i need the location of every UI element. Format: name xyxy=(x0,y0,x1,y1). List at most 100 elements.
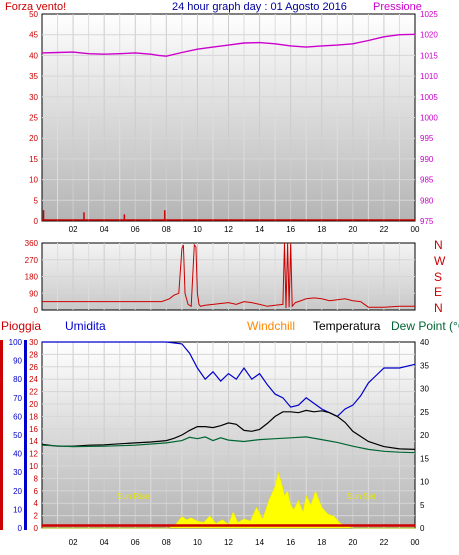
humidity-y-tick-label: 100 xyxy=(9,338,23,347)
x-tick-label: 20 xyxy=(348,538,357,547)
x-tick-label: 00 xyxy=(411,225,420,234)
x-tick-label: 22 xyxy=(379,225,388,234)
temperature-y-tick-label: 40 xyxy=(420,338,429,347)
x-tick-label: 04 xyxy=(100,538,109,547)
x-tick-label: 22 xyxy=(379,538,388,547)
wind-y-tick-label: 45 xyxy=(29,31,38,40)
x-tick-label: 08 xyxy=(162,538,171,547)
humidity-y-tick-label: 40 xyxy=(13,450,22,459)
legend-humidity: Umidita xyxy=(65,319,106,333)
rain-y-tick-label: 10 xyxy=(29,462,38,471)
humidity-y-tick-label: 50 xyxy=(13,431,22,440)
dewpoint-line xyxy=(41,436,416,454)
humidity-y-tick-label: 80 xyxy=(13,375,22,384)
wind-y-tick-label: 25 xyxy=(29,114,38,123)
temperature-y-tick-label: 35 xyxy=(420,361,429,370)
rain-y-tick-label: 2 xyxy=(34,512,39,521)
rain-y-tick-label: 24 xyxy=(29,375,38,384)
rain-y-tick-label: 18 xyxy=(29,412,38,421)
legend-rain: Pioggia xyxy=(1,319,41,333)
rain-y-tick-label: 8 xyxy=(34,474,39,483)
rain-y-tick-label: 20 xyxy=(29,400,38,409)
temperature-y-tick-label: 10 xyxy=(420,478,429,487)
wind-y-tick-label: 35 xyxy=(29,72,38,81)
humidity-y-tick-label: 60 xyxy=(13,412,22,421)
wind-y-tick-label: 5 xyxy=(34,196,39,205)
rain-y-tick-label: 14 xyxy=(29,437,38,446)
wind-y-tick-label: 50 xyxy=(29,10,38,19)
rain-y-tick-label: 16 xyxy=(29,425,38,434)
x-tick-label: 08 xyxy=(162,225,171,234)
x-tick-label: 16 xyxy=(286,538,295,547)
solar-area xyxy=(42,471,415,529)
x-tick-label: 18 xyxy=(317,225,326,234)
x-tick-label: 06 xyxy=(131,538,140,547)
pressure-series-line xyxy=(41,33,416,57)
pressure-y-tick-label: 1025 xyxy=(420,10,438,19)
x-tick-label: 00 xyxy=(411,538,420,547)
compass-label: N xyxy=(434,238,443,252)
x-tick-label: 12 xyxy=(224,538,233,547)
wind-y-tick-label: 20 xyxy=(29,134,38,143)
x-tick-label: 12 xyxy=(224,225,233,234)
temperature-y-tick-label: 15 xyxy=(420,454,429,463)
legend-dewpoint: Dew Point (°C xyxy=(391,319,459,333)
rain-y-tick-label: 22 xyxy=(29,388,38,397)
compass-label: W xyxy=(434,254,446,268)
chart-title: 24 hour graph day : 01 Agosto 2016 xyxy=(172,1,347,13)
x-tick-label: 06 xyxy=(131,225,140,234)
temperature-y-tick-label: 0 xyxy=(420,524,425,533)
wind-y-tick-label: 40 xyxy=(29,51,38,60)
humidity-line xyxy=(42,341,416,418)
x-tick-label: 10 xyxy=(193,225,202,234)
wind-axis-title: Forza vento! xyxy=(5,1,66,13)
direction-y-tick-label: 180 xyxy=(25,273,39,282)
temperature-y-tick-label: 5 xyxy=(420,501,425,510)
rain-y-tick-label: 30 xyxy=(29,338,38,347)
pressure-y-tick-label: 1000 xyxy=(420,114,438,123)
temperature-line xyxy=(41,409,416,450)
humidity-y-tick-label: 20 xyxy=(13,487,22,496)
rain-y-tick-label: 28 xyxy=(29,350,38,359)
wind-y-tick-label: 0 xyxy=(34,217,39,226)
temperature-y-tick-label: 30 xyxy=(420,385,429,394)
rain-y-tick-label: 12 xyxy=(29,450,38,459)
direction-y-tick-label: 90 xyxy=(29,289,38,298)
humidity-axis-bar xyxy=(24,340,27,530)
compass-label: S xyxy=(434,270,442,284)
legend-windchill: Windchill xyxy=(247,319,295,333)
x-tick-label: 14 xyxy=(255,538,264,547)
humidity-y-tick-label: 30 xyxy=(13,468,22,477)
pressure-y-tick-label: 980 xyxy=(420,196,434,205)
humidity-y-tick-label: 70 xyxy=(13,394,22,403)
pressure-y-tick-label: 1015 xyxy=(420,51,438,60)
pressure-y-tick-label: 1010 xyxy=(420,72,438,81)
direction-y-tick-label: 360 xyxy=(25,239,39,248)
pressure-y-tick-label: 1020 xyxy=(420,31,438,40)
pressure-y-tick-label: 1005 xyxy=(420,93,438,102)
rain-y-tick-label: 6 xyxy=(34,487,39,496)
sunset-label: Sun Set xyxy=(347,492,376,501)
x-tick-label: 02 xyxy=(69,538,78,547)
rain-y-tick-label: 26 xyxy=(29,363,38,372)
rain-y-tick-label: 0 xyxy=(34,524,39,533)
x-tick-label: 16 xyxy=(286,225,295,234)
temperature-y-tick-label: 20 xyxy=(420,431,429,440)
pressure-y-tick-label: 990 xyxy=(420,155,434,164)
legend-temperature: Temperatura xyxy=(313,319,381,333)
sunrise-label: Sun Rise xyxy=(117,492,150,501)
x-tick-label: 04 xyxy=(100,225,109,234)
pressure-axis-title: Pressione xyxy=(373,1,422,13)
x-tick-label: 10 xyxy=(193,538,202,547)
x-tick-label: 20 xyxy=(348,225,357,234)
humidity-y-tick-label: 0 xyxy=(18,524,23,533)
wind-direction-line xyxy=(42,242,415,309)
humidity-y-tick-label: 10 xyxy=(13,505,22,514)
pressure-y-tick-label: 995 xyxy=(420,134,434,143)
wind-y-tick-label: 30 xyxy=(29,93,38,102)
rain-y-tick-label: 4 xyxy=(34,499,39,508)
wind-y-tick-label: 10 xyxy=(29,176,38,185)
compass-label: N xyxy=(434,301,443,315)
temperature-y-tick-label: 25 xyxy=(420,408,429,417)
